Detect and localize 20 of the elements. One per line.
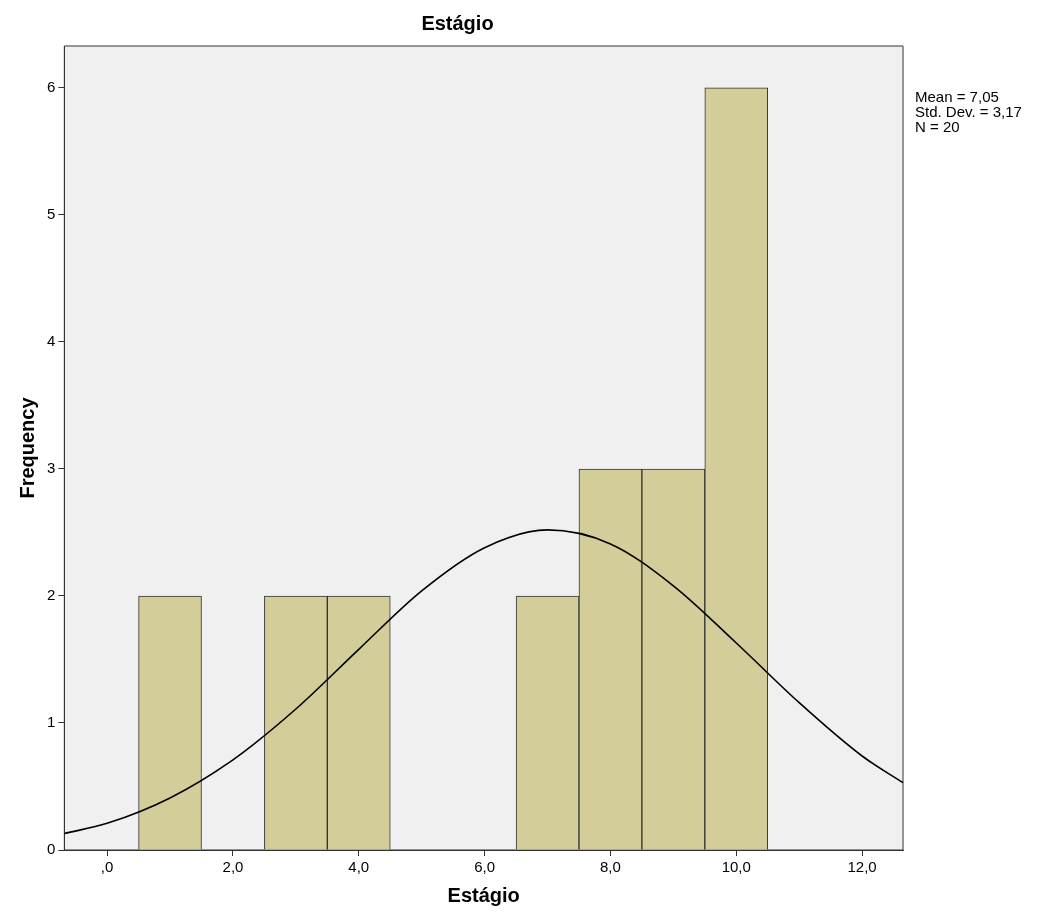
y-tick-label: 0 [47, 840, 56, 858]
y-tick-label: 4 [47, 332, 56, 350]
x-tick-label: 6,0 [474, 858, 496, 876]
x-tick-label: 8,0 [600, 858, 621, 876]
y-tick-label: 2 [47, 586, 56, 604]
x-tick-label: 10,0 [721, 858, 751, 876]
x-tick-label: 2,0 [222, 858, 244, 876]
y-axis-title: Frequency [15, 396, 38, 499]
y-tick-label: 6 [47, 78, 56, 96]
y-tick-label: 1 [47, 713, 56, 731]
y-tick-label: 5 [47, 205, 56, 223]
x-tick-label: 4,0 [348, 858, 370, 876]
x-axis-title: Estágio [447, 883, 520, 906]
text: Mean = 7,05 [915, 87, 999, 105]
x-tick-label: 12,0 [847, 858, 877, 876]
x-tick-label: ,0 [100, 858, 114, 876]
y-tick-label: 3 [47, 459, 56, 477]
text: N = 20 [915, 117, 960, 135]
chart-title: Estágio [421, 11, 494, 34]
line-series [63, 529, 904, 835]
